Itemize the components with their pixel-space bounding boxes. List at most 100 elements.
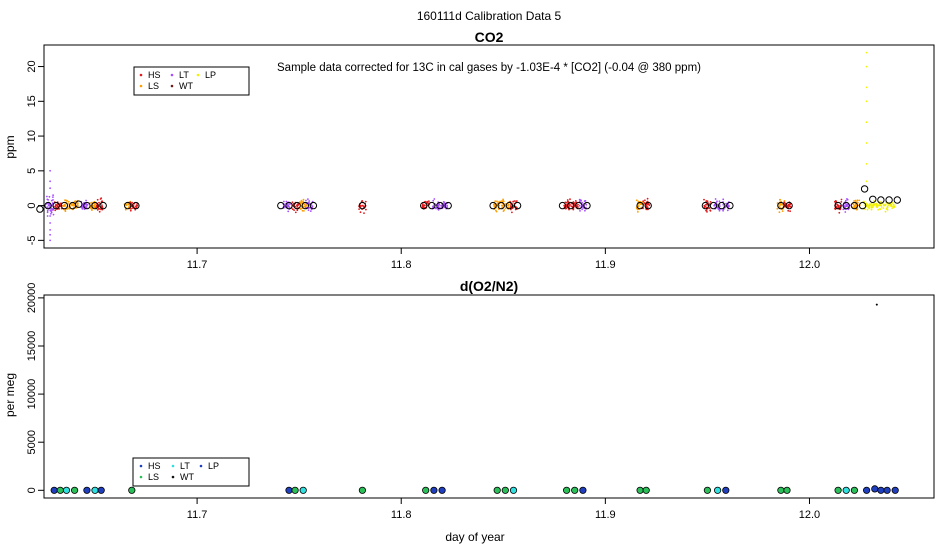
co2-lp-spike-point bbox=[865, 51, 868, 54]
co2-data-point bbox=[781, 210, 784, 213]
co2-data-point bbox=[873, 202, 875, 205]
co2-data-point bbox=[722, 209, 724, 212]
co2-mean-marker bbox=[75, 200, 83, 208]
co2-y-tick-label: 0 bbox=[26, 203, 38, 209]
co2-data-point bbox=[52, 196, 54, 199]
co2-y-tick-label: 20 bbox=[26, 60, 38, 72]
o2-data-point bbox=[299, 486, 307, 494]
co2-data-point bbox=[838, 206, 841, 209]
co2-mean-marker bbox=[567, 201, 575, 210]
co2-data-point bbox=[706, 200, 709, 203]
co2-data-point bbox=[705, 200, 708, 203]
co2-marks bbox=[36, 51, 901, 242]
co2-data-point bbox=[565, 207, 568, 210]
co2-data-point bbox=[361, 204, 364, 207]
co2-data-point bbox=[870, 208, 873, 211]
co2-data-point bbox=[48, 195, 51, 198]
co2-data-point bbox=[46, 195, 48, 198]
co2-data-point bbox=[569, 198, 571, 201]
co2-data-point bbox=[289, 203, 291, 206]
co2-data-point bbox=[307, 198, 309, 201]
co2-data-point bbox=[637, 200, 640, 203]
co2-data-point bbox=[300, 199, 303, 202]
co2-mean-marker bbox=[726, 201, 734, 210]
co2-mean-marker bbox=[834, 201, 842, 210]
co2-data-point bbox=[84, 206, 87, 208]
co2-data-point bbox=[46, 206, 49, 209]
co2-data-point bbox=[93, 204, 96, 207]
o2-y-label: per meg bbox=[3, 373, 17, 417]
co2-data-point bbox=[565, 201, 568, 204]
co2-data-point bbox=[309, 210, 312, 213]
o2-x-tick-label: 11.9 bbox=[595, 509, 616, 521]
co2-legend-label-ls: LS bbox=[148, 81, 159, 91]
co2-data-point bbox=[305, 199, 307, 202]
co2-data-point bbox=[440, 204, 442, 207]
co2-data-point bbox=[72, 203, 75, 205]
co2-data-point bbox=[512, 200, 515, 203]
co2-mean-marker bbox=[583, 201, 591, 210]
co2-lp-spike-point bbox=[865, 163, 868, 165]
co2-data-point bbox=[884, 204, 886, 207]
co2-data-point bbox=[52, 213, 55, 216]
co2-data-point bbox=[54, 209, 57, 212]
co2-data-point bbox=[422, 203, 424, 206]
co2-mean-marker bbox=[777, 201, 785, 210]
co2-lp-spike-point bbox=[865, 121, 868, 124]
co2-data-point bbox=[574, 200, 577, 202]
co2-mean-marker bbox=[701, 201, 710, 210]
co2-data-point bbox=[706, 211, 708, 213]
co2-data-point bbox=[515, 206, 518, 209]
co2-data-point bbox=[98, 210, 101, 213]
co2-x-tick-label: 11.7 bbox=[187, 259, 208, 271]
co2-data-point bbox=[514, 208, 517, 211]
o2-data-point bbox=[703, 486, 712, 494]
o2-legend-box bbox=[132, 457, 250, 487]
co2-data-point bbox=[780, 203, 782, 206]
co2-data-point bbox=[871, 206, 874, 209]
co2-data-point bbox=[496, 200, 498, 203]
o2-legend-marker-ls bbox=[139, 475, 143, 479]
co2-chart: CO2 Sample data corrected for 13C in cal… bbox=[3, 29, 935, 271]
co2-data-point bbox=[846, 198, 848, 200]
co2-data-point bbox=[85, 199, 87, 202]
co2-data-point bbox=[62, 204, 65, 207]
co2-mean-marker bbox=[785, 201, 793, 210]
co2-data-point bbox=[300, 201, 303, 203]
o2-legend-marker-hs bbox=[139, 464, 143, 468]
o2-legend-label-hs: HS bbox=[148, 461, 161, 471]
co2-data-point bbox=[779, 206, 781, 209]
co2-data-point bbox=[718, 209, 721, 212]
co2-data-point bbox=[76, 203, 79, 206]
o2-data-point bbox=[509, 486, 518, 494]
co2-data-point bbox=[131, 201, 134, 204]
co2-data-point bbox=[726, 209, 729, 212]
co2-data-point bbox=[54, 205, 57, 208]
co2-data-point bbox=[866, 208, 869, 211]
o2-outlier-point bbox=[875, 303, 878, 306]
co2-data-point bbox=[49, 239, 51, 242]
co2-data-point bbox=[887, 204, 890, 206]
co2-lp-spike-point bbox=[865, 180, 868, 183]
co2-data-point bbox=[566, 199, 569, 201]
co2-data-point bbox=[789, 210, 791, 213]
co2-data-point bbox=[876, 204, 879, 207]
co2-data-point bbox=[299, 208, 302, 211]
co2-data-point bbox=[635, 199, 638, 202]
co2-y-tick-label: 5 bbox=[26, 168, 38, 174]
co2-data-point bbox=[890, 205, 892, 208]
o2-data-point bbox=[430, 486, 438, 494]
co2-data-point bbox=[863, 200, 865, 203]
co2-legend-label-lt: LT bbox=[179, 70, 189, 80]
co2-legend-marker-lt bbox=[170, 73, 174, 77]
co2-data-point bbox=[886, 209, 889, 211]
co2-data-point bbox=[709, 209, 712, 212]
co2-data-point bbox=[838, 211, 841, 214]
o2-legend-marker-wt bbox=[171, 475, 175, 479]
co2-mean-marker bbox=[860, 185, 869, 193]
co2-data-point bbox=[308, 200, 311, 202]
co2-data-point bbox=[578, 198, 581, 201]
co2-data-point bbox=[294, 211, 297, 214]
co2-data-point bbox=[101, 206, 103, 209]
o2-data-point bbox=[842, 486, 850, 494]
